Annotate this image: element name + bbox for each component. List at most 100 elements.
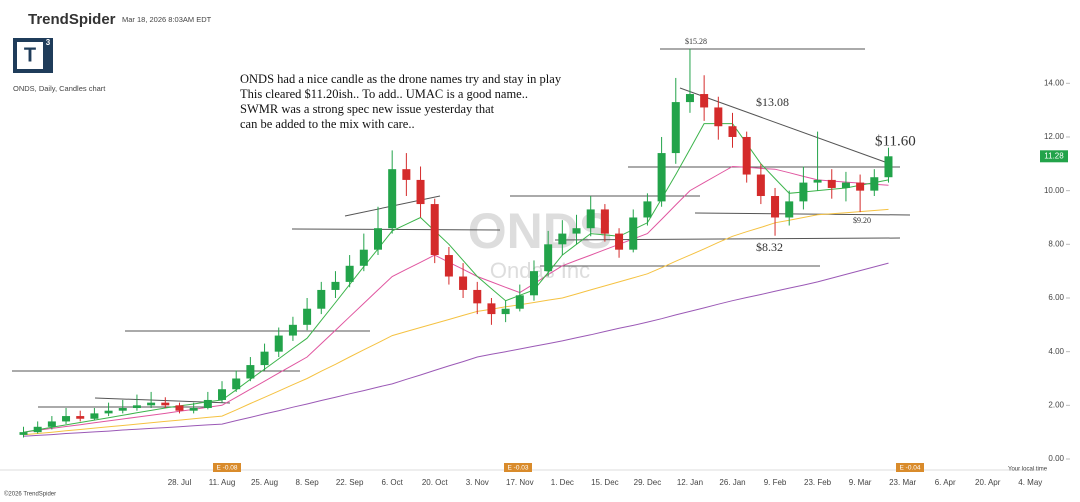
candle-body: [189, 408, 198, 411]
x-tick-label: 1. Dec: [551, 478, 574, 487]
x-tick-label: 9. Mar: [849, 478, 872, 487]
y-tick-label: 6.00: [1048, 293, 1064, 302]
candle-body: [742, 136, 751, 175]
x-tick-label: 8. Sep: [296, 478, 320, 487]
candle-body: [274, 335, 283, 352]
candle-body: [856, 182, 865, 191]
candle-body: [544, 244, 553, 272]
candle-body: [515, 295, 524, 309]
candle-body: [657, 153, 666, 202]
candle-body: [841, 182, 850, 188]
candle-body: [402, 169, 411, 180]
events: E -0.08 E -0.03 E -0.04: [213, 463, 924, 472]
candle-body: [870, 177, 879, 191]
candle-body: [444, 255, 453, 277]
moving-average: [23, 123, 889, 433]
candle-body: [345, 265, 354, 282]
x-tick-label: 22. Sep: [336, 478, 364, 487]
x-tick-label: 17. Nov: [506, 478, 534, 487]
y-tick-label: 2.00: [1048, 400, 1064, 409]
x-tick-label: 11. Aug: [209, 478, 236, 487]
event-label: E -0.08: [217, 465, 238, 472]
copyright: ©2026 TrendSpider: [4, 491, 56, 498]
candle-body: [104, 410, 113, 414]
y-tick-label: 8.00: [1048, 239, 1064, 248]
candle-body: [813, 179, 822, 183]
candle-body: [473, 289, 482, 304]
note-line: can be added to the mix with care..: [240, 117, 415, 131]
candle-body: [643, 201, 652, 218]
candle-body: [260, 351, 269, 366]
candle-body: [62, 416, 71, 422]
moving-average: [23, 208, 889, 436]
candle-body: [33, 426, 42, 433]
candle-body: [700, 94, 709, 108]
x-tick-label: 20. Apr: [975, 478, 1001, 487]
candle-body: [232, 378, 241, 390]
candle-body: [317, 289, 326, 309]
candle-body: [771, 196, 780, 218]
candle-body: [374, 228, 382, 250]
note-line: This cleared $11.20ish.. To add.. UMAC i…: [240, 87, 528, 101]
candle-body: [529, 271, 538, 296]
candle-body: [218, 389, 227, 400]
annotation: $15.28: [685, 37, 707, 46]
annotation: $8.32: [756, 240, 783, 254]
annotation: $9.20: [853, 216, 871, 225]
price-tag: [1040, 150, 1068, 163]
candle-body: [331, 281, 340, 290]
candle-body: [147, 402, 156, 406]
candle-body: [572, 228, 581, 234]
chart-title: ONDS, Daily, Candles chart: [13, 84, 106, 93]
x-tick-label: 4. May: [1018, 478, 1042, 487]
candle-body: [785, 201, 794, 218]
x-tick-label: 20. Oct: [422, 478, 449, 487]
event-label: E -0.04: [900, 465, 921, 472]
candle-body: [671, 102, 680, 154]
candle-body: [161, 402, 170, 406]
y-tick-label: 14.00: [1044, 78, 1065, 87]
candle-body: [600, 209, 609, 234]
candle-body: [629, 217, 638, 250]
candle-body: [203, 399, 212, 409]
candle-body: [799, 182, 808, 202]
annotation: $11.60: [875, 133, 916, 149]
brand: TrendSpider: [28, 11, 116, 28]
logo: T 3: [13, 38, 53, 73]
annotation: $13.08: [756, 95, 789, 109]
candle-body: [728, 126, 737, 137]
x-tick-label: 23. Mar: [889, 478, 916, 487]
note-line: SWMR was a strong spec new issue yesterd…: [240, 102, 495, 116]
candle-body: [501, 308, 510, 315]
y-tick-label: 10.00: [1044, 186, 1065, 195]
watermark-sub: Ondas Inc: [490, 258, 590, 283]
moving-average: [23, 262, 889, 437]
candle-body: [430, 204, 439, 256]
candle-body: [288, 324, 297, 336]
candle-body: [714, 107, 723, 127]
timestamp: Mar 18, 2026 8:03AM EDT: [122, 15, 212, 24]
candle-body: [359, 249, 368, 266]
x-tick-label: 23. Feb: [804, 478, 832, 487]
candle-body: [47, 421, 56, 427]
candle-body: [615, 233, 624, 250]
candle-body: [246, 365, 255, 379]
candle-body: [388, 169, 397, 229]
x-tick-label: 9. Feb: [764, 478, 787, 487]
candle-body: [132, 405, 141, 409]
y-tick-label: 4.00: [1048, 347, 1064, 356]
candle-body: [76, 416, 85, 419]
event-label: E -0.03: [508, 465, 529, 472]
x-tick-label: 3. Nov: [466, 478, 489, 487]
x-tick-label: 6. Oct: [382, 478, 404, 487]
x-tick-label: 12. Jan: [677, 478, 703, 487]
candle-body: [827, 179, 836, 188]
candle-body: [19, 432, 28, 435]
candle-body: [90, 413, 99, 419]
x-tick-label: 28. Jul: [168, 478, 192, 487]
candle-body: [416, 179, 425, 205]
candle-body: [303, 308, 312, 325]
candle-body: [586, 209, 595, 229]
candle-body: [118, 408, 127, 411]
